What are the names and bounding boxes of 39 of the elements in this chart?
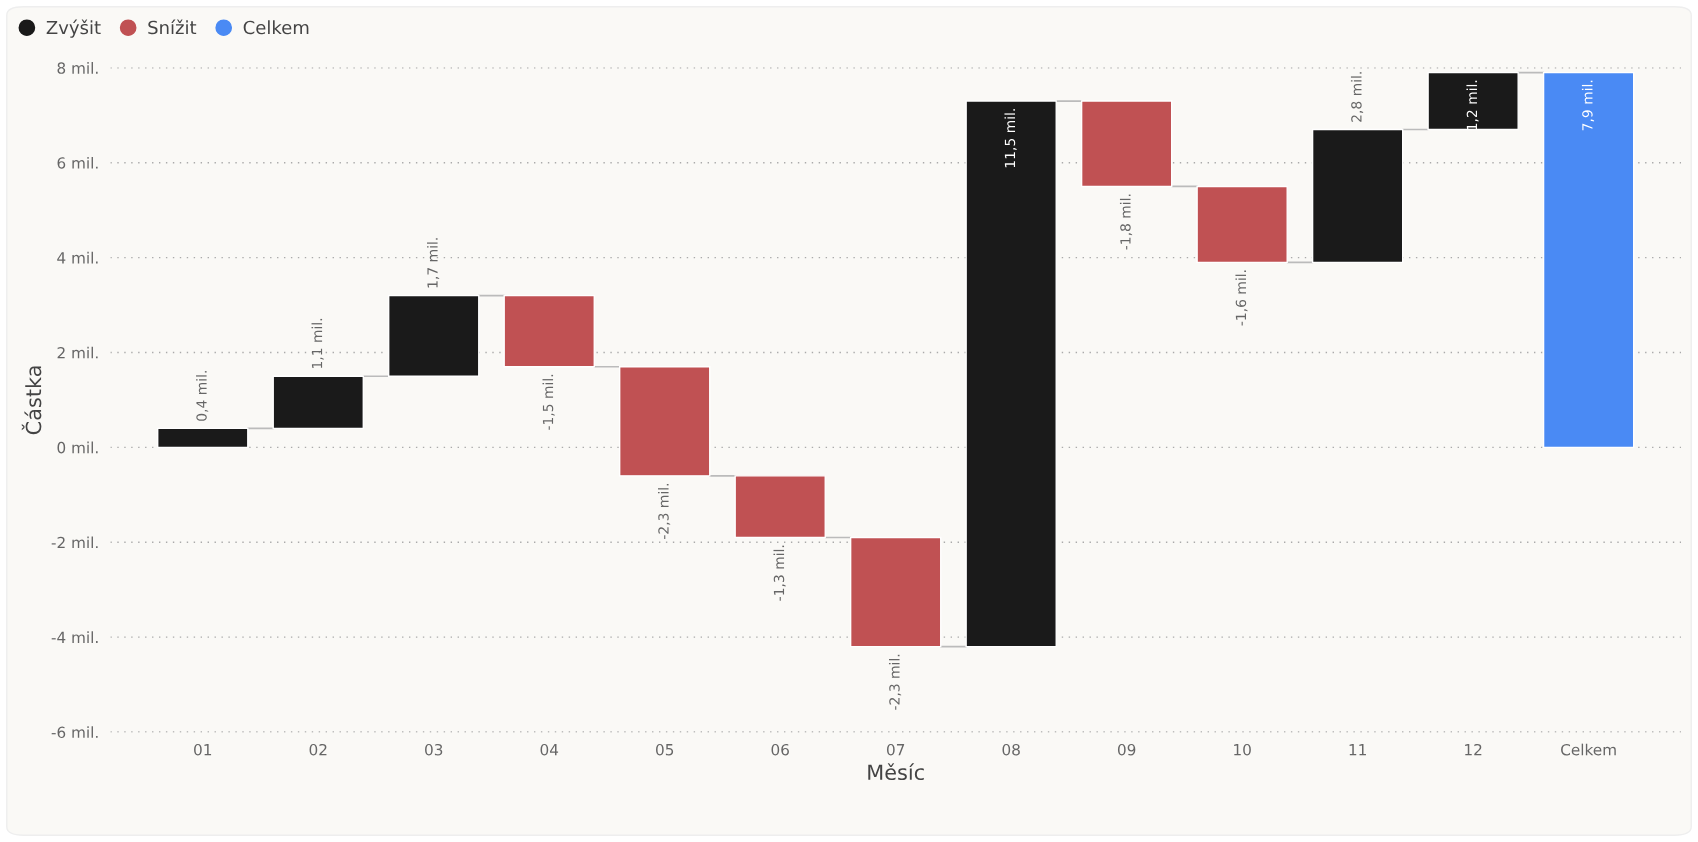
legend-label: Snížit <box>148 19 197 35</box>
y-tick-label: 4 mil. <box>57 251 98 264</box>
data-label: 1,7 mil. <box>427 238 440 288</box>
legend-label: Celkem <box>243 20 309 35</box>
x-axis-title: Měsíc <box>868 763 924 781</box>
x-tick-label: 12 <box>1465 743 1482 756</box>
data-label: 1,1 mil. <box>311 318 324 369</box>
y-tick-label: 2 mil. <box>57 346 98 359</box>
data-label: -1,8 mil. <box>1119 194 1133 250</box>
data-label: 0,4 mil. <box>196 371 209 421</box>
x-tick-label: 11 <box>1349 744 1366 756</box>
x-tick-label: 10 <box>1234 743 1251 756</box>
data-label: -1,6 mil. <box>1235 270 1248 326</box>
x-tick-label: 01 <box>194 743 212 756</box>
x-tick-label: 08 <box>1002 743 1020 756</box>
x-tick-label: 02 <box>309 743 327 756</box>
data-label: 7,9 mil. <box>1581 80 1595 131</box>
data-label: 1,2 mil. <box>1466 80 1479 130</box>
data-label: 2,8 mil. <box>1350 72 1364 122</box>
y-tick-label: 0 mil. <box>57 441 98 454</box>
y-tick-label: 6 mil. <box>57 156 98 169</box>
y-axis-title: Částka <box>21 366 42 435</box>
legend-label: Zvýšit <box>46 19 101 38</box>
x-tick-label: 06 <box>771 743 789 756</box>
data-label: 11,5 mil. <box>1004 109 1017 168</box>
y-tick-label: -4 mil. <box>51 631 98 643</box>
x-tick-label: 07 <box>886 743 905 756</box>
x-tick-label: 09 <box>1117 743 1136 756</box>
y-tick-label: -6 mil. <box>51 726 98 739</box>
data-label: -1,3 mil. <box>773 545 786 601</box>
y-tick-label: 8 mil. <box>57 62 98 74</box>
x-tick-label: 05 <box>656 743 674 756</box>
data-label: -1,5 mil. <box>542 374 555 430</box>
data-label: -2,3 mil. <box>658 484 671 539</box>
x-tick-label: 03 <box>425 743 443 756</box>
x-tick-label: Celkem <box>1561 743 1616 756</box>
y-tick-label: -2 mil. <box>51 536 98 549</box>
data-label: -2,3 mil. <box>888 654 902 710</box>
x-tick-label: 04 <box>540 743 559 756</box>
